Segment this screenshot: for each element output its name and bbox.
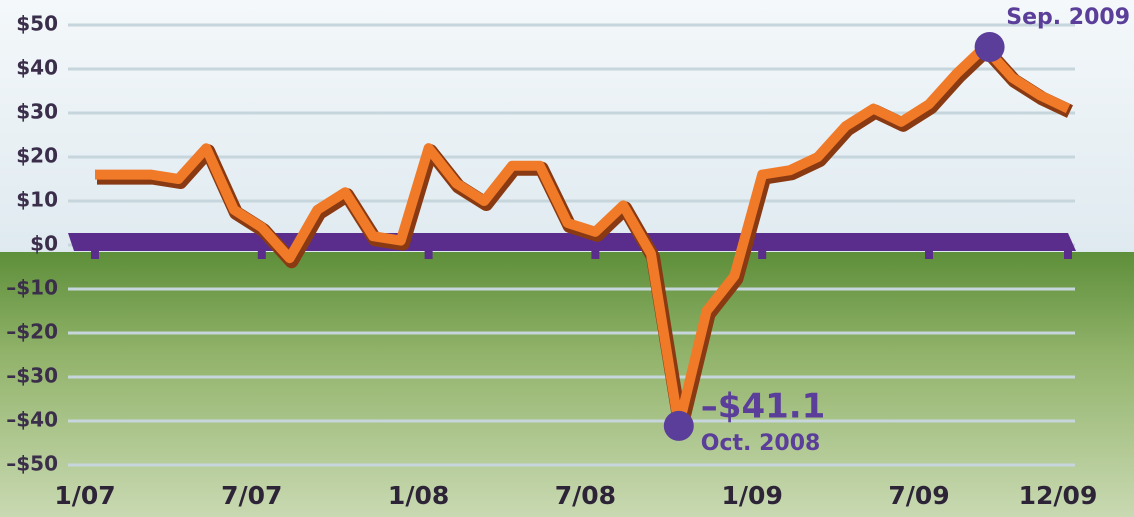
x-tick-label: 7/07: [221, 481, 282, 510]
line: [95, 42, 1071, 431]
high-date-label: Sep. 2009: [1006, 5, 1130, 30]
y-tick-label: $40: [16, 56, 58, 80]
y-tick-label: –$10: [6, 276, 58, 300]
x-tick-label: 1/09: [722, 481, 783, 510]
x-tick-label: 12/09: [1019, 481, 1098, 510]
axis-foot: [91, 251, 99, 259]
y-tick-label: $30: [16, 100, 58, 124]
y-tick-label: $10: [16, 188, 58, 212]
y-tick-label: $50: [16, 12, 58, 36]
axis-foot: [591, 251, 600, 259]
grass-background: [0, 252, 1134, 517]
axis-foot: [424, 251, 433, 259]
x-tick-label: 7/08: [555, 481, 616, 510]
y-tick-label: –$30: [6, 364, 58, 388]
y-tick-label: $0: [30, 232, 58, 256]
axis-foot: [758, 251, 767, 259]
zero-band: [68, 233, 1076, 251]
low-date-label: Oct. 2008: [701, 431, 821, 456]
x-tick-label: 7/09: [888, 481, 949, 510]
x-tick-label: 1/08: [388, 481, 449, 510]
axis-foot: [1064, 251, 1072, 259]
axis-foot: [257, 251, 266, 259]
high-marker: [974, 32, 1005, 62]
axis-foot: [925, 251, 933, 259]
low-value-label: –$41.1: [701, 386, 826, 426]
y-tick-label: $20: [16, 144, 58, 168]
y-tick-label: –$20: [6, 320, 58, 344]
y-tick-label: –$40: [6, 408, 58, 432]
x-tick-label: 1/07: [54, 481, 115, 510]
low-marker: [663, 410, 694, 441]
y-tick-label: –$50: [6, 452, 58, 476]
